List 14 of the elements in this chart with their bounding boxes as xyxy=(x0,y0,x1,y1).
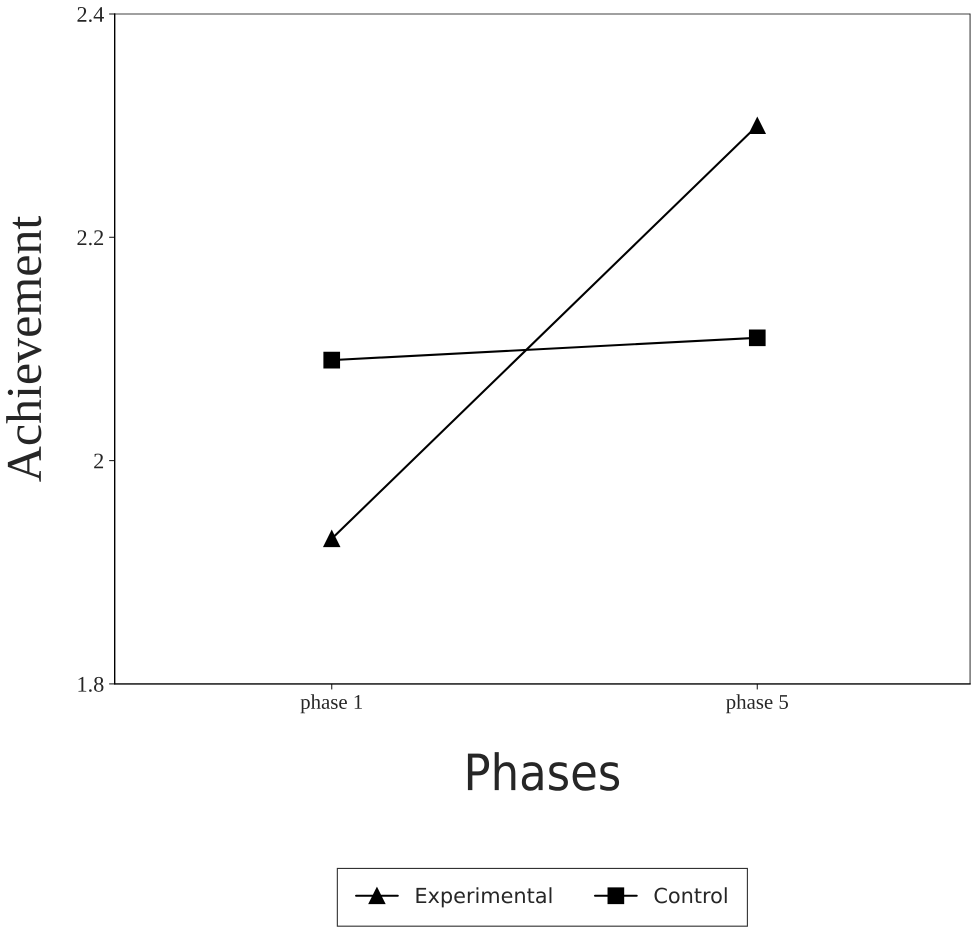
y-tick-label: 2.2 xyxy=(77,230,104,246)
point xyxy=(748,329,766,346)
x-tick-label: phase 5 xyxy=(726,694,788,714)
x-axis-title: Phases xyxy=(468,752,620,791)
y-tick-label: 1.8 xyxy=(78,676,104,692)
legend-label: Experimental xyxy=(416,887,552,908)
point xyxy=(748,117,766,134)
y-axis-title: Achievement xyxy=(6,216,42,482)
point xyxy=(323,530,340,548)
y-tick-label: 2 xyxy=(94,454,104,468)
x-tick-label: phase 1 xyxy=(300,694,362,714)
y-tick-label: 2.4 xyxy=(77,6,104,22)
legend-label: Control xyxy=(654,887,727,904)
point xyxy=(323,352,340,368)
